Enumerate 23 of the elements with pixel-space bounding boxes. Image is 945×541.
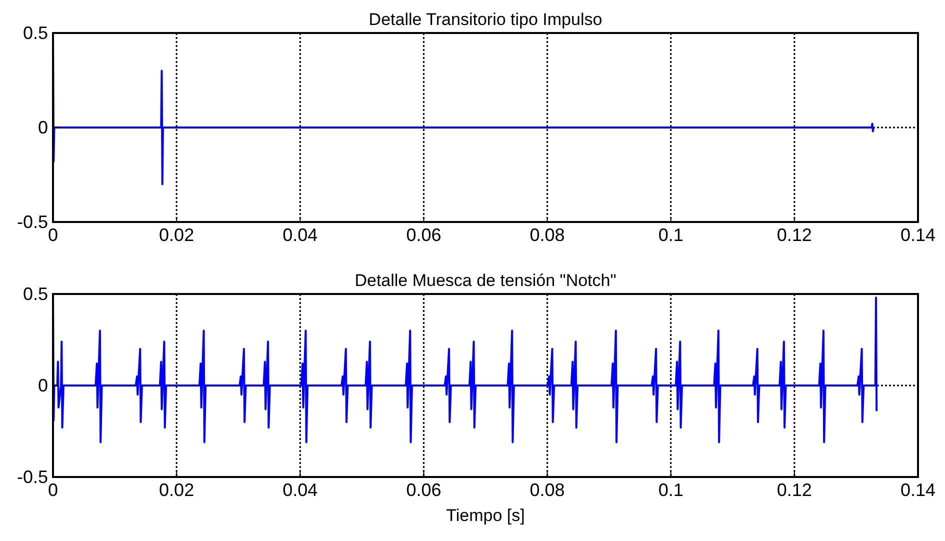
x-axis-title: Tiempo [s] (446, 506, 525, 525)
x-tick-label: 0.06 (406, 480, 442, 500)
y-tick-label: 0.5 (22, 284, 48, 304)
y-tick-label: 0 (38, 376, 48, 396)
x-tick-label: 0.12 (776, 225, 812, 245)
x-tick-label: 0.02 (159, 480, 194, 500)
x-tick-label: 0.04 (282, 225, 318, 245)
x-tick-label: 0.14 (900, 480, 936, 500)
y-tick-label: 0 (38, 118, 48, 138)
x-tick-label: 0.02 (159, 225, 194, 245)
x-tick-label: 0.1 (658, 225, 684, 245)
x-tick-label: 0.08 (530, 480, 565, 500)
y-tick-label: -0.5 (16, 212, 48, 232)
chart-title: Detalle Muesca de tensión "Notch" (354, 271, 616, 290)
x-tick-label: 0.14 (900, 225, 936, 245)
x-tick-label: 0.04 (282, 480, 318, 500)
x-tick-label: 0.1 (658, 480, 684, 500)
y-tick-label: -0.5 (16, 467, 48, 487)
chart-title: Detalle Transitorio tipo Impulso (368, 10, 602, 29)
x-tick-label: 0.08 (530, 225, 565, 245)
x-tick-label: 0.12 (776, 480, 812, 500)
x-tick-label: 0.06 (406, 225, 442, 245)
y-tick-label: 0.5 (22, 23, 48, 43)
